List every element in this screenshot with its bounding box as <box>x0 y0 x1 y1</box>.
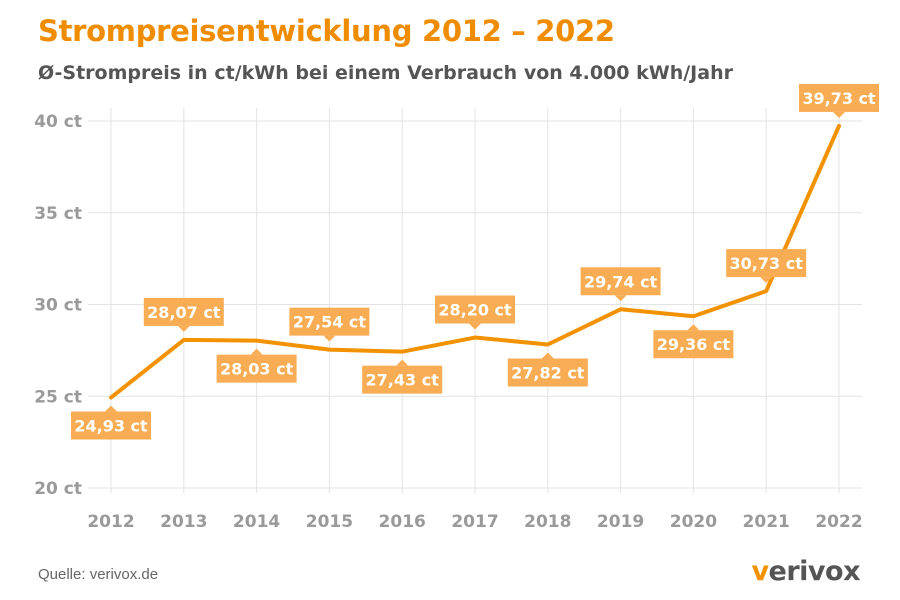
data-label-box <box>435 295 515 324</box>
data-label: 29,74 ct <box>584 272 658 291</box>
x-tick-label: 2019 <box>597 512 644 532</box>
data-label-pointer <box>250 348 263 355</box>
y-tick-label: 30 ct <box>34 296 82 316</box>
data-label-pointer <box>687 324 700 331</box>
y-tick-label: 20 ct <box>34 479 82 499</box>
data-label-pointer <box>833 111 845 118</box>
data-label-pointer <box>323 335 336 342</box>
logo-text: erivox <box>768 556 861 587</box>
chart-subtitle: Ø-Strompreis in ct/kWh bei einem Verbrau… <box>38 62 733 84</box>
x-tick-label: 2014 <box>233 512 280 532</box>
data-label: 28,07 ct <box>147 303 221 322</box>
data-label-box <box>362 365 443 394</box>
data-label-pointer <box>105 405 117 412</box>
x-tick-label: 2022 <box>815 512 862 532</box>
x-tick-label: 2016 <box>379 512 426 532</box>
x-tick-label: 2015 <box>306 512 353 532</box>
x-tick-label: 2020 <box>670 512 717 532</box>
data-label-pointer <box>177 325 190 332</box>
data-label: 27,82 ct <box>511 364 585 383</box>
x-tick-label: 2013 <box>160 512 207 532</box>
data-label-box <box>216 354 297 383</box>
data-label-pointer <box>469 323 481 330</box>
data-label-box <box>799 83 879 112</box>
data-label-box <box>507 358 588 387</box>
data-label-pointer <box>396 359 409 366</box>
data-label: 27,54 ct <box>293 313 367 332</box>
data-label: 29,36 ct <box>657 335 731 354</box>
series-line <box>109 123 841 400</box>
data-label-pointer <box>541 352 554 359</box>
data-label-box <box>143 297 224 326</box>
data-label: 24,93 ct <box>74 417 148 436</box>
y-tick-label: 35 ct <box>34 204 82 224</box>
x-tick-label: 2021 <box>743 512 790 532</box>
data-label-pointer <box>614 295 627 302</box>
x-tick-label: 2018 <box>524 512 571 532</box>
data-label-box <box>580 267 661 296</box>
chart-title: Strompreisentwicklung 2012 – 2022 <box>38 14 615 48</box>
source-note: Quelle: verivox.de <box>38 566 159 583</box>
data-label: 39,73 ct <box>802 89 876 108</box>
y-tick-label: 25 ct <box>34 387 82 407</box>
data-label-box <box>71 411 151 440</box>
data-label: 27,43 ct <box>366 371 440 390</box>
y-tick-label: 40 ct <box>34 112 82 132</box>
data-label-box <box>289 307 370 336</box>
logo-letter-v: v <box>751 556 769 587</box>
data-label: 28,03 ct <box>220 360 294 379</box>
verivox-logo: verivox <box>751 556 860 587</box>
data-label-box <box>653 330 734 359</box>
data-label-box <box>726 249 807 278</box>
data-label: 30,73 ct <box>730 254 804 273</box>
data-label-pointer <box>760 277 773 284</box>
x-tick-label: 2012 <box>87 512 134 532</box>
data-label: 28,20 ct <box>438 301 512 320</box>
x-tick-label: 2017 <box>451 512 498 532</box>
